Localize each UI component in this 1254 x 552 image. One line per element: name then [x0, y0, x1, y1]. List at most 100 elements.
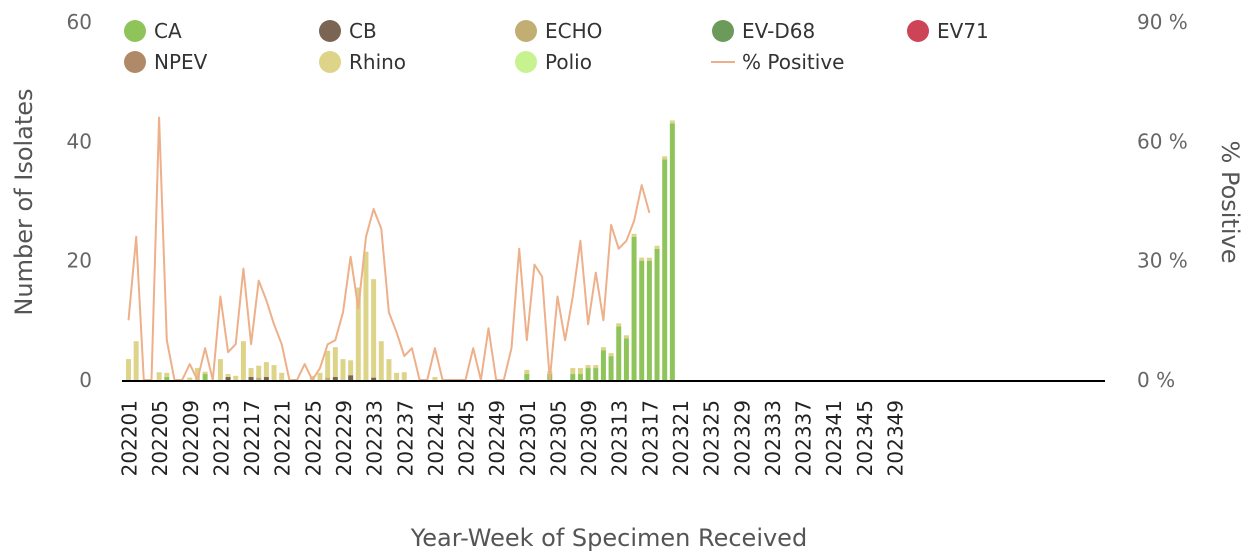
bar-ca: [616, 326, 622, 380]
bar-rhino: [164, 372, 170, 378]
y-tick-label: 0: [79, 368, 92, 392]
x-tick-label: 202341: [822, 400, 846, 476]
bar-rhino: [654, 245, 660, 249]
bar-ca: [202, 374, 208, 380]
bar-ca: [570, 374, 576, 380]
bar-rhino: [577, 368, 583, 375]
x-tick-label: 202209: [179, 400, 203, 476]
legend-label: EV71: [937, 19, 989, 43]
percent-positive-line: [127, 116, 651, 381]
bar-rhino: [669, 120, 675, 124]
x-tick-label: 202337: [792, 400, 816, 476]
bar-rhino: [279, 372, 285, 380]
bar-rhino: [631, 233, 637, 237]
legend-swatch: [124, 51, 146, 73]
x-tick-label: 202237: [393, 400, 417, 476]
y-tick-label: 60: [67, 10, 92, 34]
bar-ca: [662, 159, 668, 380]
y2-tick-label: 30 %: [1137, 249, 1188, 273]
bar-rhino: [608, 353, 614, 357]
bar-rhino: [263, 362, 269, 378]
x-tick-label: 202205: [148, 400, 172, 476]
bar-rhino: [126, 359, 131, 380]
bar-cb: [263, 377, 269, 380]
x-tick-label: 202225: [301, 400, 325, 476]
bar-rhino: [271, 365, 277, 380]
y-axis-left: 0 20 40 60: [67, 10, 92, 392]
legend-label: CA: [154, 19, 182, 43]
x-tick-label: 202201: [118, 400, 142, 476]
legend-item-echo: ECHO: [515, 19, 602, 43]
legend-item-npev: NPEV: [124, 50, 208, 74]
percent-positive-line-layer: [127, 116, 651, 381]
legend-label: % Positive: [742, 50, 844, 74]
bar-rhino: [432, 377, 438, 380]
legend-swatch: [712, 20, 734, 42]
bar-rhino: [600, 347, 606, 351]
legend-swatch: [124, 20, 146, 42]
bar-echo: [256, 377, 262, 380]
legend-item-ca: CA: [124, 19, 182, 43]
x-tick-label: 202301: [516, 400, 540, 476]
bar-ca: [600, 350, 606, 380]
legend-label: Polio: [545, 50, 592, 74]
bar-rhino: [593, 365, 599, 369]
bar-rhino: [194, 368, 200, 380]
legend-swatch: [515, 51, 537, 73]
bar-rhino: [363, 251, 369, 380]
bar-rhino: [401, 372, 407, 380]
bar-rhino: [524, 369, 530, 375]
bar-ca: [524, 374, 530, 380]
legend: CA CB ECHO EV-D68 EV71 NPEV Rhino Polio % Positi…: [124, 19, 989, 74]
x-tick-label: 202309: [577, 400, 601, 476]
legend-label: EV-D68: [742, 19, 815, 43]
x-tick-label: 202305: [546, 400, 570, 476]
bar-cb: [332, 377, 338, 380]
bar-rhino: [217, 359, 223, 380]
legend-swatch: [319, 51, 341, 73]
bar-ca: [631, 236, 637, 380]
legend-label: NPEV: [154, 50, 208, 74]
x-axis: 202201 202205 202209 202213 202217 202221 2022…: [118, 400, 908, 476]
y-axis-right: 0 % 30 % 60 % 90 %: [1137, 10, 1188, 392]
bar-rhino: [616, 323, 622, 327]
legend-label: CB: [349, 19, 377, 43]
bar-rhino: [348, 360, 354, 376]
bar-cb: [225, 377, 231, 380]
bar-rhino: [133, 341, 139, 380]
y2-axis-title: % Positive: [1216, 141, 1244, 264]
bar-rhino: [240, 341, 246, 380]
bar-ca: [593, 368, 599, 380]
bar-rhino: [662, 156, 668, 160]
bar-cb: [348, 375, 354, 380]
x-tick-label: 202329: [730, 400, 754, 476]
x-tick-label: 202349: [884, 400, 908, 476]
bar-rhino: [317, 372, 323, 380]
bar-rhino: [394, 372, 400, 380]
x-tick-label: 202217: [240, 400, 264, 476]
bar-ca: [585, 368, 591, 380]
bar-rhino: [332, 347, 338, 378]
bar-ca: [669, 123, 675, 380]
bar-ca: [623, 338, 629, 380]
y-axis-title: Number of Isolates: [10, 88, 38, 315]
x-tick-label: 202233: [363, 400, 387, 476]
bar-ca: [654, 248, 660, 380]
x-axis-title: Year-Week of Specimen Received: [410, 524, 807, 552]
x-tick-label: 202245: [455, 400, 479, 476]
y-tick-label: 40: [67, 129, 92, 153]
bar-rhino: [156, 372, 162, 380]
bar-rhino: [646, 257, 652, 261]
x-tick-label: 202249: [485, 400, 509, 476]
x-tick-label: 202221: [271, 400, 295, 476]
legend-swatch: [515, 20, 537, 42]
bar-ca: [646, 260, 652, 380]
bar-rhino: [371, 279, 377, 378]
y-tick-label: 20: [67, 249, 92, 273]
legend-swatch: [319, 20, 341, 42]
x-tick-label: 202317: [638, 400, 662, 476]
bar-echo: [325, 377, 331, 380]
bar-cb: [371, 377, 377, 380]
bar-rhino: [202, 371, 208, 375]
